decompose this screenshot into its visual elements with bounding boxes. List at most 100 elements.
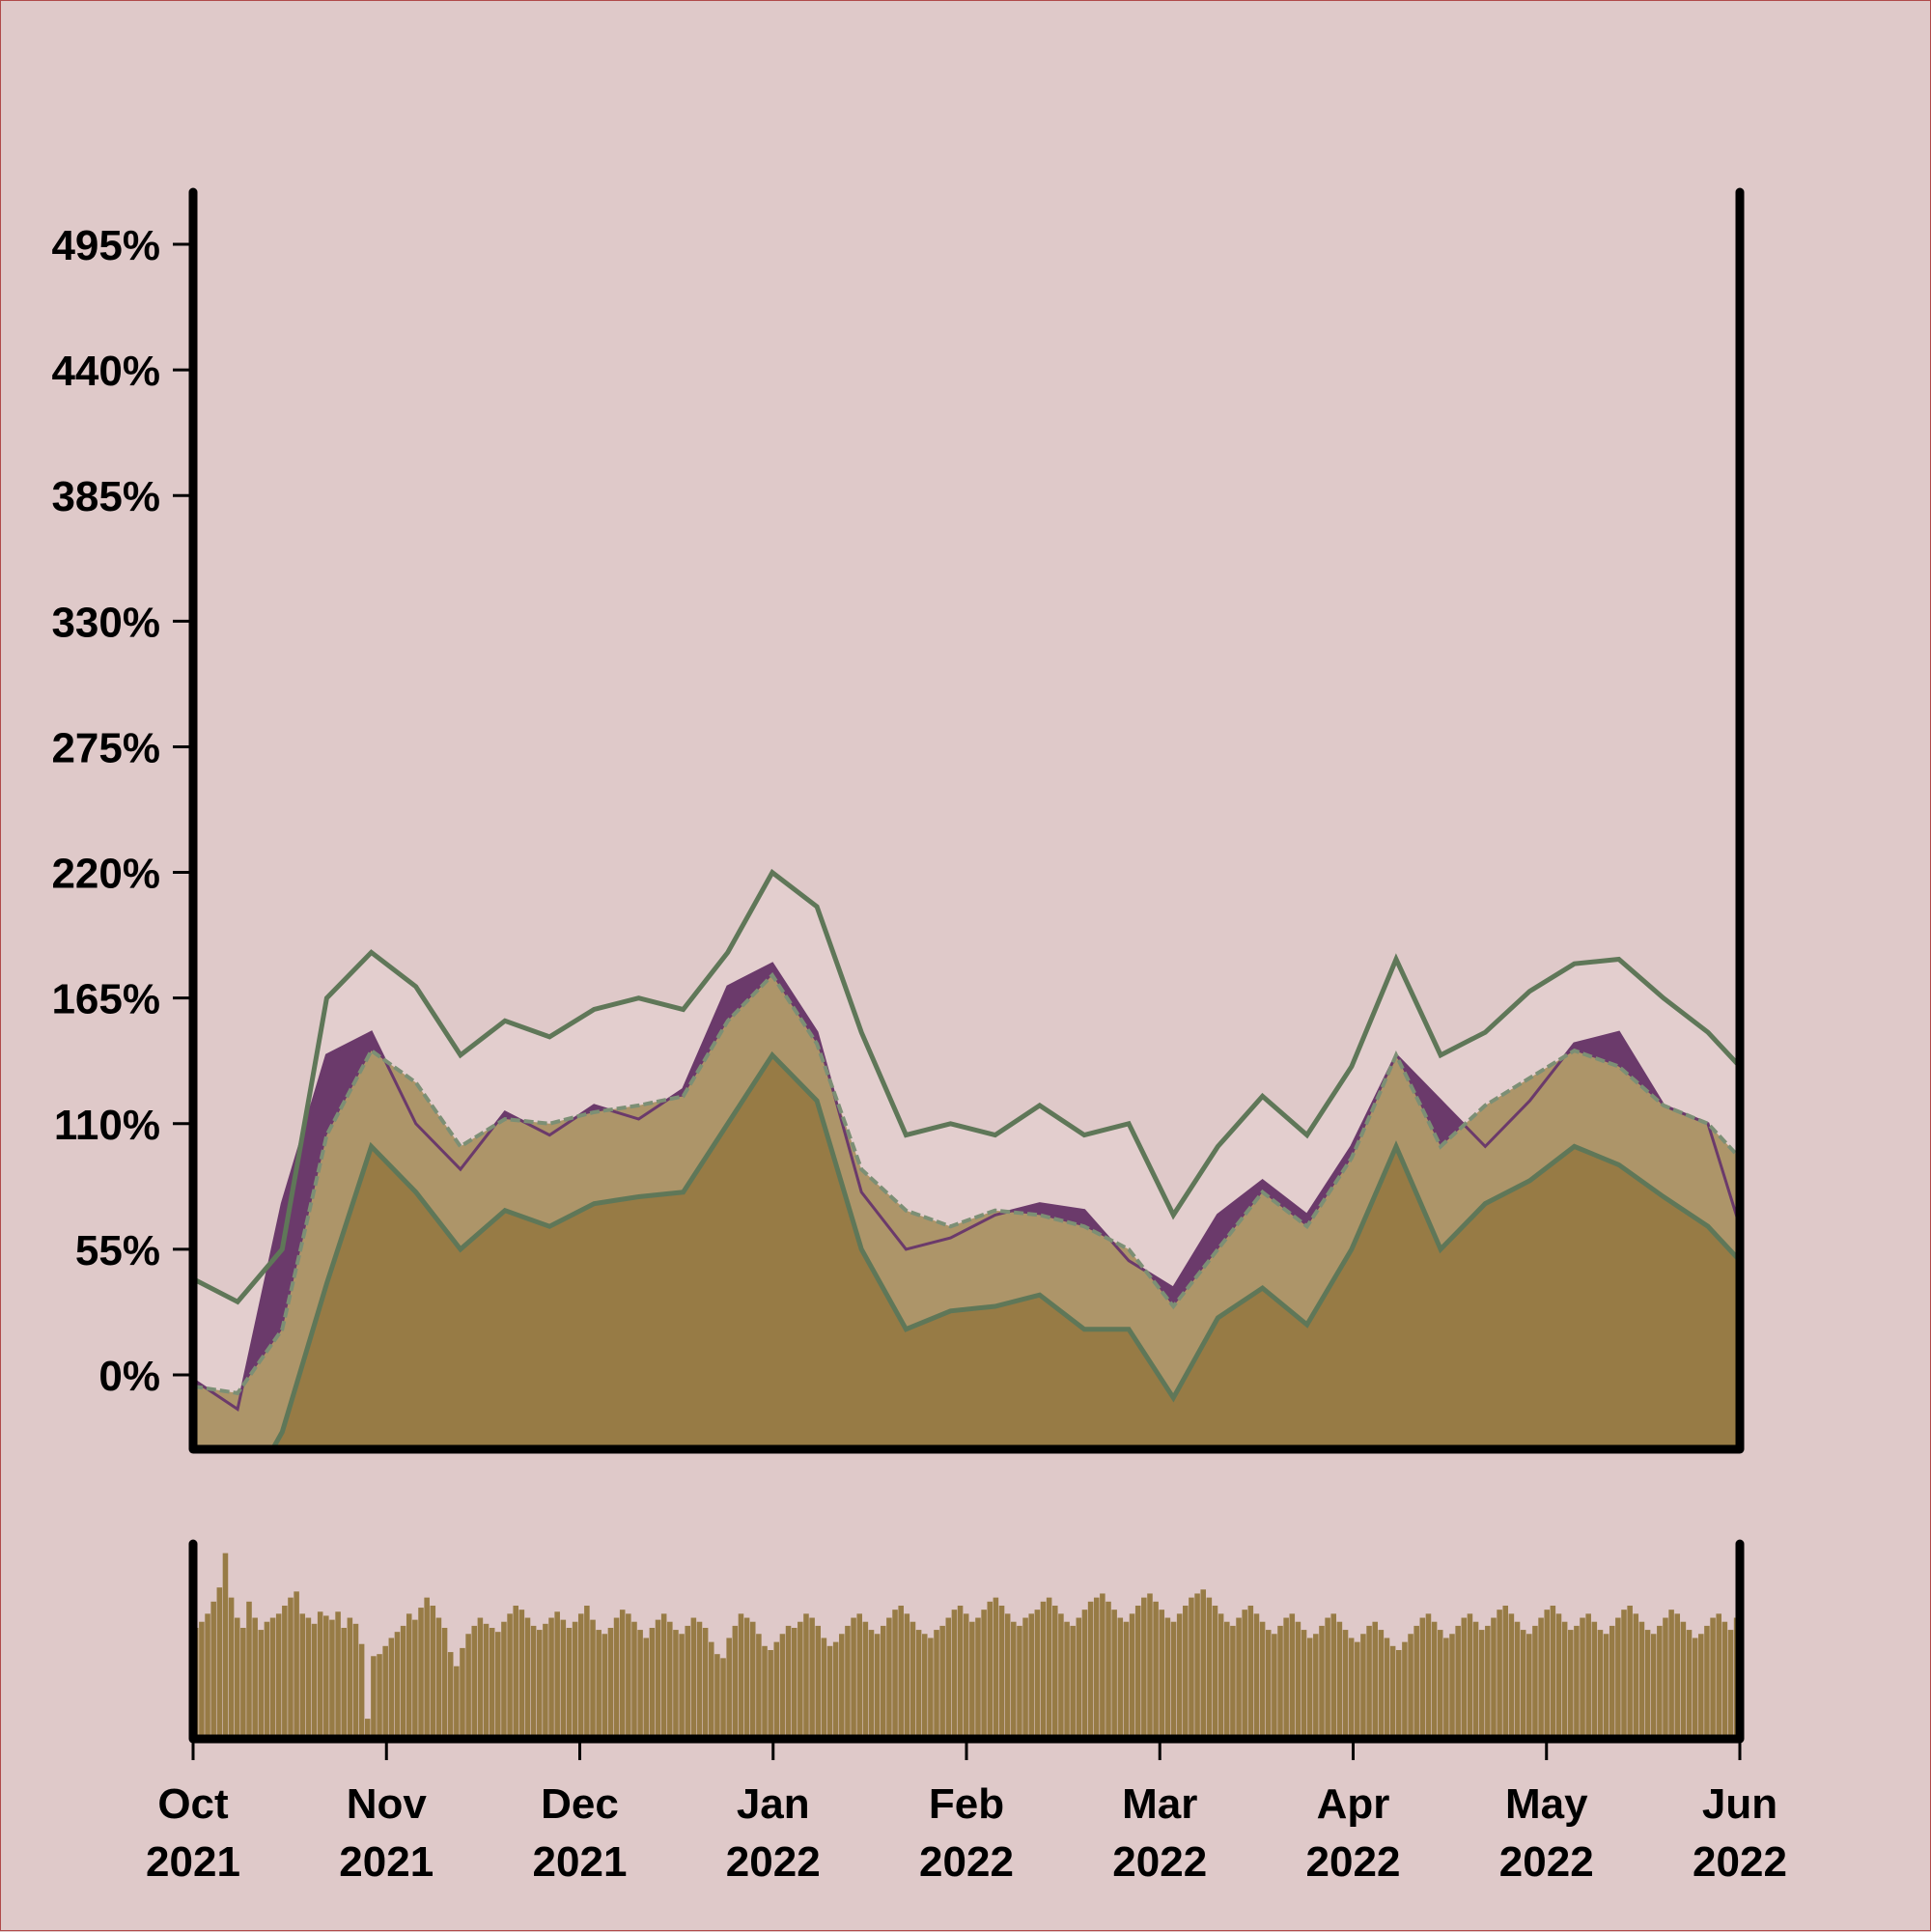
volume-bar bbox=[430, 1605, 436, 1739]
volume-bar bbox=[1034, 1610, 1041, 1739]
volume-bar bbox=[660, 1613, 667, 1739]
volume-bar bbox=[1129, 1613, 1135, 1739]
y-tick-label: 55% bbox=[75, 1227, 160, 1274]
volume-bar bbox=[1526, 1634, 1532, 1739]
x-tick-year: 2022 bbox=[1306, 1838, 1401, 1886]
volume-bar bbox=[1217, 1613, 1224, 1739]
volume-bar bbox=[460, 1647, 465, 1739]
volume-bar bbox=[1638, 1621, 1645, 1739]
volume-bar bbox=[643, 1638, 650, 1739]
volume-bar bbox=[234, 1617, 240, 1739]
volume-bar bbox=[548, 1617, 554, 1739]
volume-bar bbox=[1022, 1617, 1028, 1739]
volume-bar bbox=[1419, 1617, 1426, 1739]
volume-bar bbox=[596, 1630, 602, 1739]
volume-bar bbox=[998, 1605, 1005, 1739]
volume-bar bbox=[1200, 1589, 1206, 1739]
volume-bar bbox=[1633, 1613, 1639, 1739]
volume-bar bbox=[1224, 1621, 1230, 1739]
volume-bar bbox=[275, 1613, 282, 1739]
volume-bar bbox=[756, 1634, 762, 1739]
volume-bar bbox=[969, 1621, 975, 1739]
volume-bar bbox=[845, 1625, 851, 1739]
volume-bar bbox=[1555, 1613, 1562, 1739]
volume-bar bbox=[471, 1625, 478, 1739]
volume-bar bbox=[1491, 1617, 1497, 1739]
volume-bar bbox=[1497, 1610, 1502, 1739]
volume-bar bbox=[619, 1610, 626, 1739]
volume-bar bbox=[560, 1619, 567, 1739]
volume-bar bbox=[779, 1634, 786, 1739]
y-tick-label: 275% bbox=[51, 724, 160, 771]
volume-bar bbox=[577, 1613, 584, 1739]
volume-bar bbox=[377, 1654, 382, 1739]
volume-bar bbox=[1189, 1597, 1194, 1739]
volume-bar bbox=[1336, 1621, 1343, 1739]
x-tick-year: 2021 bbox=[533, 1838, 628, 1886]
y-tick-label: 330% bbox=[51, 599, 160, 646]
volume-bar bbox=[507, 1613, 513, 1739]
volume-bar bbox=[637, 1630, 643, 1739]
volume-bar bbox=[1727, 1630, 1734, 1739]
volume-bar bbox=[1532, 1625, 1538, 1739]
volume-bar bbox=[709, 1641, 714, 1739]
volume-bar bbox=[1443, 1638, 1449, 1739]
volume-bar bbox=[702, 1627, 709, 1739]
volume-bar bbox=[1402, 1641, 1408, 1739]
volume-bar bbox=[447, 1652, 454, 1739]
volume-bar bbox=[791, 1627, 798, 1739]
volume-bar bbox=[1455, 1625, 1461, 1739]
volume-bar bbox=[288, 1597, 294, 1739]
volume-bar bbox=[1017, 1625, 1022, 1739]
volume-bar bbox=[749, 1621, 756, 1739]
volume-bar bbox=[518, 1610, 525, 1739]
y-tick-label: 495% bbox=[51, 222, 160, 269]
volume-bar bbox=[1330, 1613, 1337, 1739]
x-tick-year: 2021 bbox=[146, 1838, 240, 1886]
volume-bar bbox=[1313, 1634, 1319, 1739]
volume-bar bbox=[928, 1638, 934, 1739]
volume-bar bbox=[868, 1630, 875, 1739]
volume-bar bbox=[1621, 1610, 1627, 1739]
volume-bar bbox=[1159, 1610, 1165, 1739]
volume-bar bbox=[543, 1623, 548, 1739]
volume-bar bbox=[554, 1611, 560, 1739]
volume-bar bbox=[1058, 1613, 1064, 1739]
volume-bar bbox=[382, 1645, 388, 1739]
volume-bar bbox=[1028, 1613, 1034, 1739]
volume-bar bbox=[341, 1627, 347, 1739]
volume-bar bbox=[951, 1610, 958, 1739]
x-tick-year: 2022 bbox=[1693, 1838, 1787, 1886]
volume-bar bbox=[1603, 1634, 1609, 1739]
volume-bar bbox=[738, 1613, 744, 1739]
volume-bar bbox=[530, 1625, 537, 1739]
volume-bar bbox=[1134, 1605, 1141, 1739]
volume-bar bbox=[1396, 1649, 1402, 1739]
volume-bar bbox=[1568, 1630, 1574, 1739]
volume-bar bbox=[1663, 1617, 1668, 1739]
volume-bar bbox=[1283, 1617, 1289, 1739]
volume-bar bbox=[205, 1613, 210, 1739]
volume-bar bbox=[495, 1632, 501, 1739]
volume-bar bbox=[1674, 1613, 1681, 1739]
volume-bar bbox=[826, 1645, 833, 1739]
volume-bar bbox=[1081, 1610, 1088, 1739]
y-tick-label: 385% bbox=[51, 473, 160, 520]
volume-bar bbox=[222, 1553, 229, 1739]
volume-bar bbox=[465, 1634, 471, 1739]
volume-bar bbox=[1478, 1630, 1485, 1739]
volume-bar bbox=[477, 1617, 484, 1739]
volume-bar bbox=[743, 1617, 750, 1739]
volume-bar bbox=[851, 1617, 856, 1739]
volume-panel bbox=[193, 1553, 1740, 1739]
volume-bar bbox=[1325, 1617, 1330, 1739]
volume-bar bbox=[904, 1613, 910, 1739]
volume-bar bbox=[1538, 1617, 1544, 1739]
volume-bar bbox=[732, 1625, 739, 1739]
volume-bar bbox=[1627, 1605, 1633, 1739]
volume-bar bbox=[1253, 1613, 1260, 1739]
volume-bar bbox=[798, 1621, 803, 1739]
volume-bar bbox=[649, 1627, 656, 1739]
volume-bar bbox=[1408, 1634, 1413, 1739]
